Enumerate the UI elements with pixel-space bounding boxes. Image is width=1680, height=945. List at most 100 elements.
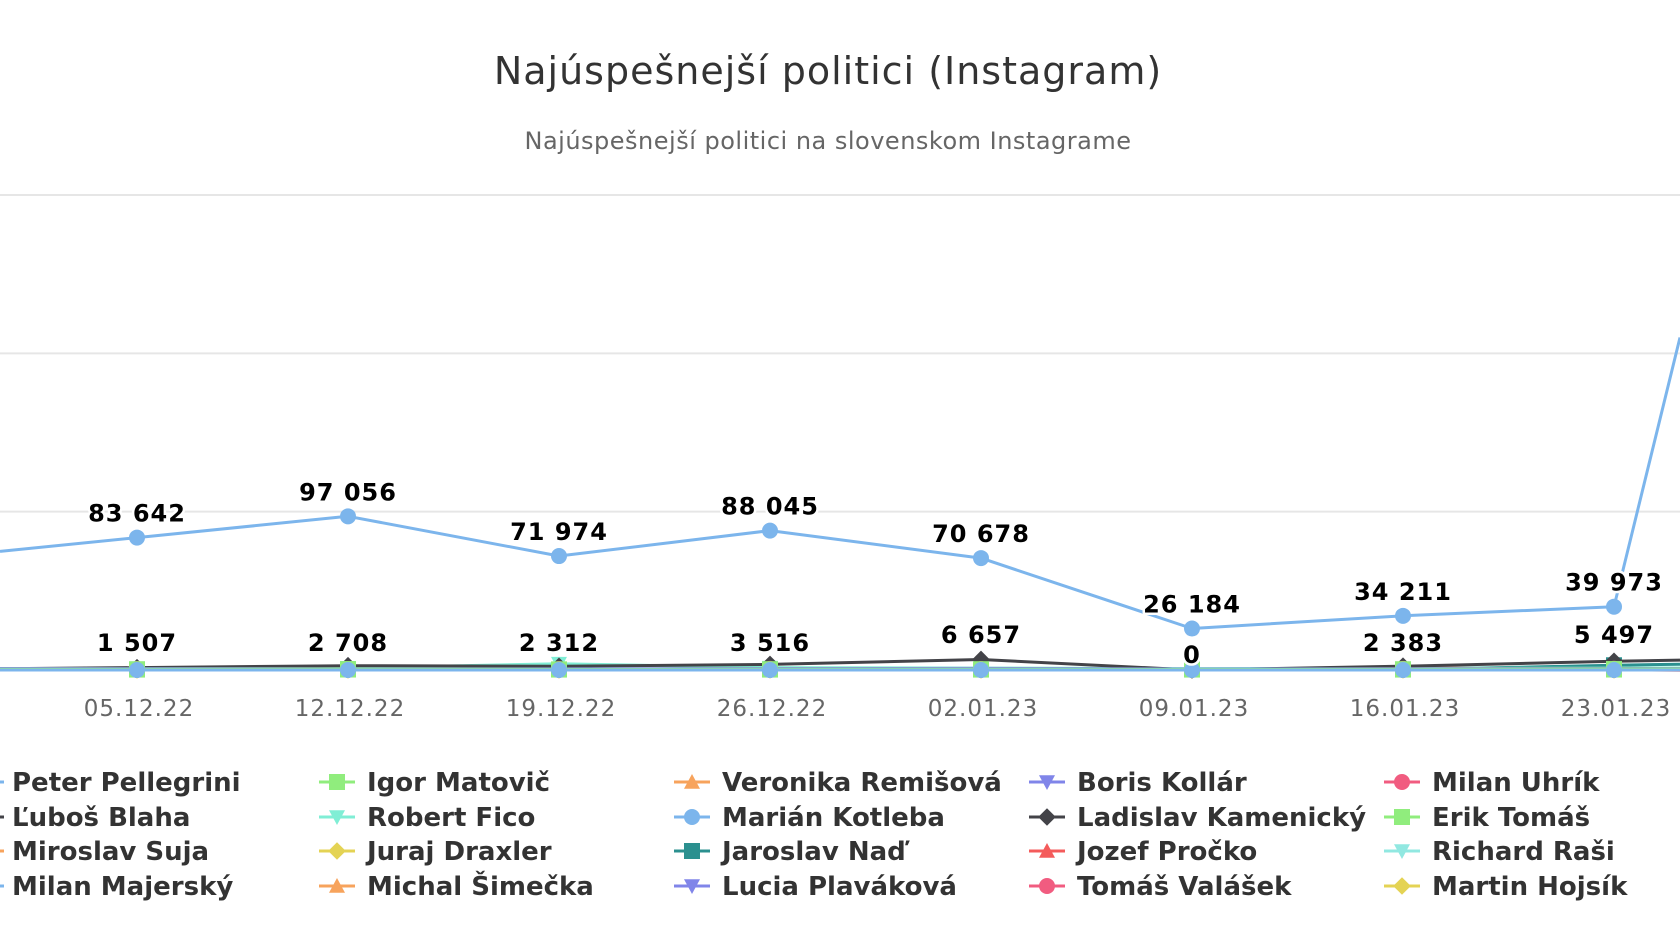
data-label-lubos-blaha-1: 2 708 <box>308 629 388 657</box>
legend-label: Juraj Draxler <box>365 837 552 867</box>
legend[interactable]: Peter Pellegrini Igor Matovič Veronika Rem… <box>0 768 1628 902</box>
series-line-marian-kotleba <box>0 337 1680 630</box>
x-tick-label: 26.12.22 <box>717 696 827 722</box>
data-point-peter-pellegrini-1[interactable] <box>340 662 356 678</box>
data-label-lubos-blaha-7: 5 497 <box>1574 621 1654 649</box>
data-label-lubos-blaha-0: 1 507 <box>97 629 177 657</box>
data-label-lubos-blaha-4: 6 657 <box>941 621 1021 649</box>
legend-item-juraj-draxler[interactable]: Juraj Draxler <box>319 837 552 867</box>
legend-marker <box>684 809 700 825</box>
legend-label: Milan Majerský <box>12 872 233 902</box>
legend-item-richard-rasi[interactable]: Richard Raši <box>1384 837 1615 867</box>
legend-item-veronika-remisova[interactable]: Veronika Remišová <box>674 768 1002 798</box>
x-tick-label: 05.12.22 <box>84 696 194 722</box>
data-label-marian-kotleba-0: 83 642 <box>88 500 186 528</box>
data-point-peter-pellegrini-6[interactable] <box>1395 662 1411 678</box>
legend-item-jozef-procko[interactable]: Jozef Pročko <box>1029 837 1257 867</box>
legend-label: Boris Kollár <box>1077 768 1247 798</box>
legend-marker <box>1039 843 1055 858</box>
legend-label: Veronika Remišová <box>722 768 1002 798</box>
data-point-marian-kotleba-2[interactable] <box>551 548 567 565</box>
legend-label: Ľuboš Blaha <box>12 803 190 833</box>
data-label-lubos-blaha-2: 2 312 <box>519 629 599 657</box>
legend-label: Igor Matovič <box>367 768 550 798</box>
data-point-peter-pellegrini-5[interactable] <box>1184 662 1200 678</box>
legend-marker <box>329 810 345 825</box>
legend-item-erik-tomas[interactable]: Erik Tomáš <box>1384 803 1590 833</box>
legend-label: Miroslav Suja <box>12 837 209 867</box>
data-label-marian-kotleba-7: 39 973 <box>1565 569 1663 597</box>
legend-label: Peter Pellegrini <box>12 768 241 798</box>
legend-marker <box>1393 877 1411 895</box>
legend-item-marian-kotleba[interactable]: Marián Kotleba <box>674 803 945 833</box>
legend-label: Tomáš Valášek <box>1077 872 1292 902</box>
legend-marker <box>684 879 700 894</box>
legend-label: Ladislav Kamenický <box>1077 803 1366 833</box>
legend-item-peter-pellegrini[interactable]: Peter Pellegrini <box>0 768 241 798</box>
legend-item-robert-fico[interactable]: Robert Fico <box>319 803 535 833</box>
data-label-marian-kotleba-3: 88 045 <box>721 493 819 521</box>
legend-item-milan-majersky[interactable]: Milan Majerský <box>0 872 233 902</box>
legend-label: Milan Uhrík <box>1432 768 1600 798</box>
legend-item-lucia-plavakova[interactable]: Lucia Plaváková <box>674 872 957 902</box>
data-point-peter-pellegrini-2[interactable] <box>551 662 567 678</box>
legend-marker <box>329 878 345 893</box>
x-tick-label: 16.01.23 <box>1350 696 1460 722</box>
series-line-lubos-blaha <box>0 658 1680 672</box>
data-point-peter-pellegrini-3[interactable] <box>762 662 778 678</box>
legend-label: Martin Hojsík <box>1432 872 1628 902</box>
chart-title: Najúspešnejší politici (Instagram) <box>494 49 1162 93</box>
data-point-marian-kotleba-0[interactable] <box>129 529 145 546</box>
x-tick-label: 02.01.23 <box>928 696 1038 722</box>
series-layer <box>0 337 1680 679</box>
legend-label: Richard Raši <box>1432 837 1615 867</box>
data-point-marian-kotleba-5[interactable] <box>1184 620 1200 637</box>
data-label-lubos-blaha-3: 3 516 <box>730 629 810 657</box>
x-axis: 05.12.22 12.12.22 19.12.22 26.12.22 02.01.23… <box>84 696 1671 722</box>
legend-item-martin-hojsik[interactable]: Martin Hojsík <box>1384 872 1628 902</box>
legend-item-igor-matovic[interactable]: Igor Matovič <box>319 768 550 798</box>
legend-item-milan-uhrik[interactable]: Milan Uhrík <box>1384 768 1600 798</box>
series-marian-kotleba[interactable] <box>0 337 1680 637</box>
data-point-peter-pellegrini-4[interactable] <box>973 662 989 678</box>
legend-label: Jaroslav Naď <box>720 837 910 867</box>
data-point-marian-kotleba-1[interactable] <box>340 508 356 525</box>
data-point-peter-pellegrini-0[interactable] <box>129 662 145 678</box>
legend-marker <box>1038 808 1056 826</box>
x-tick-label: 09.01.23 <box>1139 696 1249 722</box>
data-labels: 83 642 97 056 71 974 88 045 70 678 26 184 34 2… <box>86 476 1665 672</box>
legend-item-tomas-valasek[interactable]: Tomáš Valášek <box>1029 872 1292 902</box>
x-tick-label: 19.12.22 <box>506 696 616 722</box>
legend-marker <box>1039 878 1055 894</box>
legend-label: Jozef Pročko <box>1075 837 1257 867</box>
legend-item-lubos-blaha[interactable]: Ľuboš Blaha <box>0 803 190 833</box>
legend-item-jaroslav-nad[interactable]: Jaroslav Naď <box>674 837 910 867</box>
legend-item-ladislav-kamenicky[interactable]: Ladislav Kamenický <box>1029 803 1366 833</box>
legend-marker <box>328 842 346 860</box>
chart-subtitle: Najúspešnejší politici na slovenskom Ins… <box>525 127 1132 155</box>
data-label-lubos-blaha-5: 0 <box>1183 641 1201 669</box>
data-label-marian-kotleba-2: 71 974 <box>510 518 608 546</box>
data-point-peter-pellegrini-7[interactable] <box>1606 662 1622 678</box>
legend-item-michal-simecka[interactable]: Michal Šimečka <box>319 870 594 902</box>
x-tick-label: 12.12.22 <box>295 696 405 722</box>
legend-marker <box>1394 844 1410 859</box>
data-label-marian-kotleba-6: 34 211 <box>1354 578 1452 606</box>
data-point-marian-kotleba-7[interactable] <box>1606 598 1622 615</box>
x-tick-label: 23.01.23 <box>1561 696 1671 722</box>
legend-item-miroslav-suja[interactable]: Miroslav Suja <box>0 837 209 867</box>
data-point-marian-kotleba-3[interactable] <box>762 522 778 539</box>
data-label-marian-kotleba-1: 97 056 <box>299 478 397 506</box>
data-point-marian-kotleba-4[interactable] <box>973 550 989 567</box>
data-point-marian-kotleba-6[interactable] <box>1395 607 1411 624</box>
legend-label: Michal Šimečka <box>367 870 594 902</box>
data-label-lubos-blaha-6: 2 383 <box>1363 629 1443 657</box>
legend-marker <box>684 843 700 859</box>
series-peter-pellegrini[interactable] <box>0 662 1680 678</box>
legend-marker <box>329 774 345 790</box>
legend-marker <box>684 774 700 789</box>
legend-label: Erik Tomáš <box>1432 803 1590 833</box>
legend-item-boris-kollar[interactable]: Boris Kollár <box>1029 768 1247 798</box>
data-label-marian-kotleba-4: 70 678 <box>932 520 1030 548</box>
